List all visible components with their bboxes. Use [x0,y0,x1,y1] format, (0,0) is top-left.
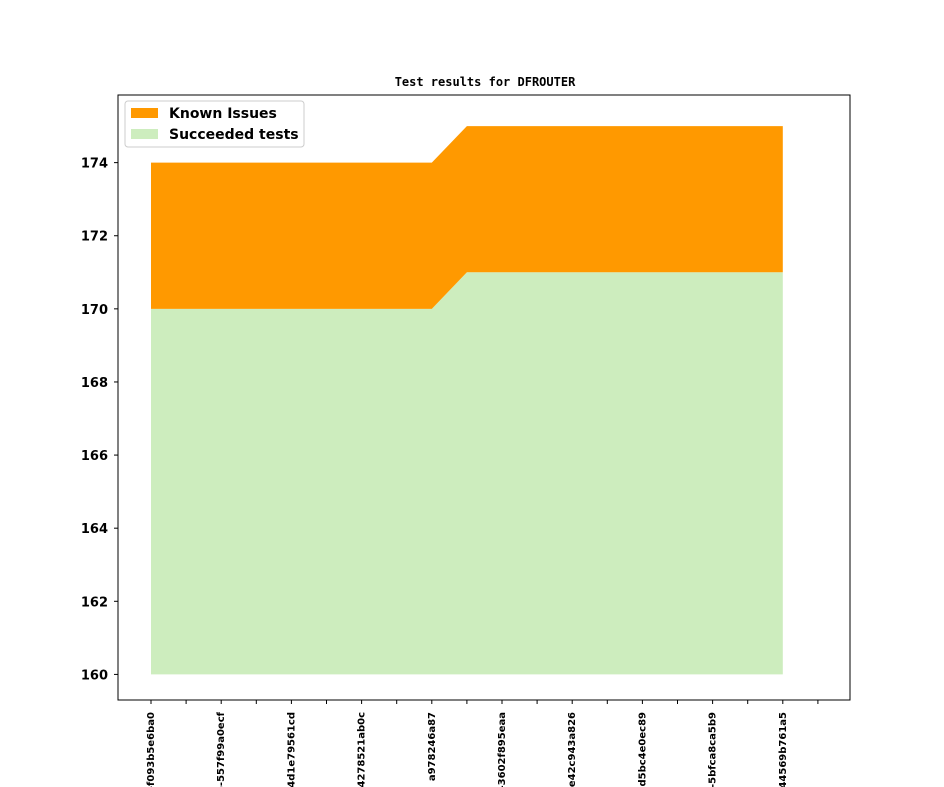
y-tick-label: 164 [81,522,108,537]
legend-label: Succeeded tests [169,127,299,143]
x-axis: -f093b5e6ba0 o-557f99a0ecf 4d1e79561cd 4278… [146,700,819,787]
area-succeeded-tests [151,272,783,675]
x-tick-label: 4d1e79561cd [286,712,297,787]
y-tick-label: 162 [81,595,108,610]
x-tick-label: -3602f895eaa [497,712,508,787]
x-tick-label: 4278521ab0c [357,712,368,787]
x-tick-label: a978246a87 [427,712,438,781]
y-tick-label: 174 [81,157,108,172]
y-tick-label: 172 [81,230,108,245]
legend-swatch [131,129,158,139]
y-tick-label: 170 [81,303,108,318]
x-tick-label: -d5bc4e0ec89 [637,712,648,787]
x-tick-label: -f093b5e6ba0 [146,712,157,787]
x-tick-label: o-557f99a0ecf [216,711,227,787]
x-tick-label: e42c943a826 [567,712,578,787]
y-tick-label: 166 [81,449,108,464]
chart-areas [151,126,783,675]
y-tick-label: 168 [81,376,108,391]
y-tick-label: 160 [81,668,108,683]
legend-label: Known Issues [169,106,277,122]
x-tick-label: -5bfca8ca5b9 [708,712,719,787]
area-known-issues [151,126,783,309]
x-tick-label: 44569b761a5 [778,712,789,787]
legend-swatch [131,108,158,118]
plot-frame [117,94,851,701]
y-axis: 160 162 164 166 168 170 172 174 [81,157,118,683]
legend: Known Issues Succeeded tests [124,100,305,148]
chart-title: Test results for DFROUTER [395,75,576,89]
legend-box [124,100,305,148]
